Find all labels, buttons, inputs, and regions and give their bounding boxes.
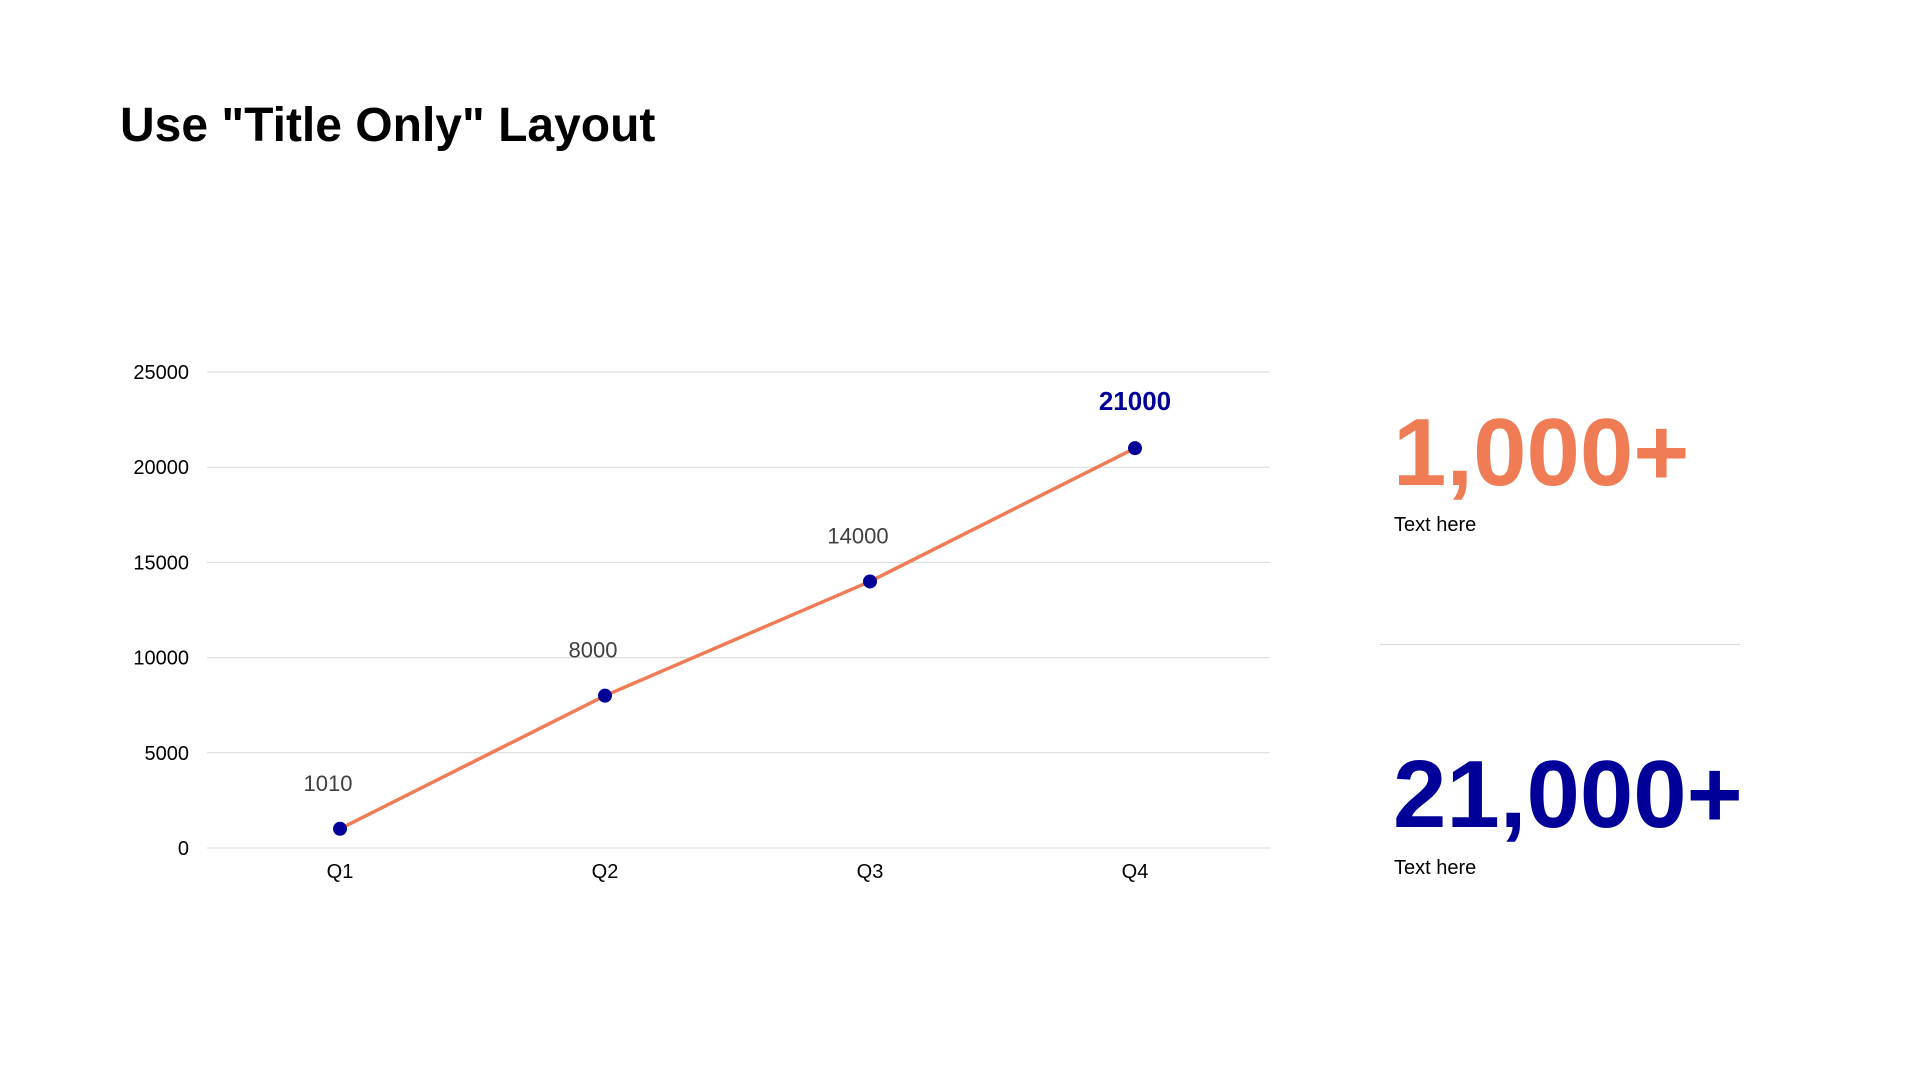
data-label: 8000 bbox=[569, 638, 618, 663]
data-label: 21000 bbox=[1099, 386, 1171, 416]
stat-caption-2: Text here bbox=[1394, 857, 1477, 879]
y-tick-label: 25000 bbox=[133, 362, 189, 384]
slide-title: Use "Title Only" Layout bbox=[120, 99, 656, 152]
series-line bbox=[339, 446, 1136, 831]
data-point bbox=[333, 821, 347, 836]
data-point bbox=[1128, 441, 1142, 456]
y-tick-label: 15000 bbox=[133, 552, 189, 574]
y-tick-label: 10000 bbox=[133, 648, 189, 670]
x-tick-label: Q3 bbox=[857, 861, 884, 883]
y-tick-label: 5000 bbox=[145, 743, 190, 765]
x-tick-label: Q2 bbox=[592, 861, 619, 883]
stat-value-1: 1,000+ bbox=[1393, 399, 1690, 506]
data-point bbox=[863, 574, 877, 589]
stat-value-2: 21,000+ bbox=[1393, 741, 1743, 848]
data-label: 14000 bbox=[827, 523, 888, 548]
stat-caption-1: Text here bbox=[1394, 514, 1477, 536]
y-tick-label: 20000 bbox=[133, 457, 189, 479]
data-point bbox=[598, 688, 612, 703]
data-label: 1010 bbox=[304, 771, 353, 796]
x-tick-label: Q4 bbox=[1122, 861, 1149, 883]
x-tick-label: Q1 bbox=[327, 861, 354, 883]
stat-divider bbox=[1380, 644, 1740, 645]
y-tick-label: 0 bbox=[178, 838, 189, 860]
